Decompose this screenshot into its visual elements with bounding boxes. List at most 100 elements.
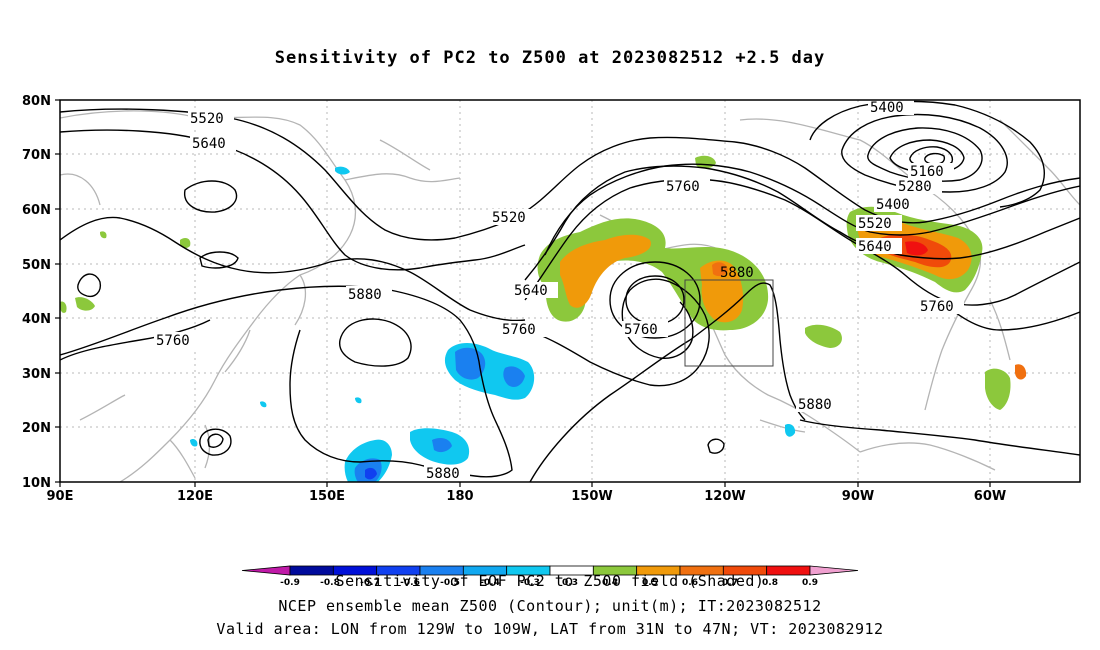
contour-label: 5760 — [622, 321, 668, 338]
caption-valid-area: Valid area: LON from 129W to 109W, LAT f… — [216, 620, 884, 638]
contour-5160-low — [867, 127, 983, 182]
colorbar-label: 0.9 — [802, 578, 818, 588]
contour-5760-loop-asia — [199, 251, 239, 269]
lat-label: 10N — [22, 476, 51, 491]
map-frame-border — [59, 99, 1081, 483]
contour-5760-east — [939, 299, 1080, 331]
svg-text:5520: 5520 — [858, 216, 892, 232]
contour-core-low — [924, 152, 946, 165]
colorbar-label: -0.8 — [320, 578, 340, 588]
sensitivity-shading — [60, 155, 1027, 482]
svg-text:5520: 5520 — [492, 210, 526, 226]
contour-label: 5160 — [908, 163, 954, 180]
caption-shaded: Sensitivity of EOF PC2 to Z500 field (Sh… — [335, 572, 765, 590]
contour-5640-west — [60, 129, 526, 271]
svg-text:5640: 5640 — [192, 136, 226, 152]
colorbar-swatch — [809, 565, 859, 576]
lon-label: 120W — [704, 489, 745, 504]
colorbar: -0.9 -0.8 -0.7 -0.6 -0.5 -0.4 -0.3 0.3 0.4 0.5 0.6… — [241, 565, 859, 588]
svg-text:5760: 5760 — [624, 322, 658, 338]
green-patch-6 — [60, 301, 67, 313]
svg-text:5640: 5640 — [858, 239, 892, 255]
contour-loop-typhoon-1 — [199, 428, 232, 456]
lat-label: 60N — [22, 203, 51, 218]
svg-text:5880: 5880 — [798, 397, 832, 413]
green-patch-4 — [180, 238, 191, 249]
svg-text:5880: 5880 — [426, 466, 460, 482]
svg-text:5160: 5160 — [910, 164, 944, 180]
contour-label: 5760 — [154, 332, 200, 349]
map-title: Sensitivity of PC2 to Z500 at 2023082512… — [274, 48, 826, 68]
lat-labels: 80N 70N 60N 50N 40N 30N 20N 10N — [22, 94, 51, 491]
svg-text:5760: 5760 — [156, 333, 190, 349]
positive-sensitivity-darkred-east — [905, 241, 928, 256]
svg-text:5880: 5880 — [720, 265, 754, 281]
contour-label: 5400 — [868, 100, 914, 116]
contour-label: 5880 — [720, 265, 754, 281]
positive-sensitivity-orange — [560, 234, 744, 323]
colorbar-label: 0.3 — [562, 578, 578, 588]
contour-label: 5880 — [796, 396, 842, 413]
colorbar-label: 0.7 — [722, 578, 738, 588]
contour-label: 5280 — [896, 178, 942, 195]
lat-label: 70N — [22, 148, 51, 163]
lon-label: 90E — [47, 489, 74, 504]
colorbar-label: -0.6 — [400, 578, 420, 588]
svg-text:5760: 5760 — [502, 322, 536, 338]
contour-label: 5640 — [190, 135, 236, 152]
lat-label: 30N — [22, 367, 51, 382]
contour-loop-small-2 — [707, 438, 725, 454]
contour-label: 5640 — [512, 282, 558, 299]
svg-text:5640: 5640 — [514, 283, 548, 299]
green-patch-2 — [985, 368, 1011, 410]
contour-5880-loop-west — [338, 318, 412, 367]
contour-5400-top — [809, 100, 1046, 208]
contour-label: 5400 — [874, 196, 920, 213]
lat-label: 40N — [22, 312, 51, 327]
axis-ticks — [55, 99, 991, 487]
contour-labels: 5520 5640 5400 5160 5280 5400 5520 5640 … — [154, 100, 964, 482]
lon-label: 90W — [842, 489, 874, 504]
map-plot-area: 5520 5640 5400 5160 5280 5400 5520 5640 … — [22, 94, 1081, 504]
contour-5880-main — [60, 285, 513, 478]
lightblue-speck-4 — [190, 438, 198, 447]
positive-sensitivity-redorange — [712, 262, 728, 277]
lightblue-speck-3 — [260, 401, 267, 408]
contour-5760-central — [524, 278, 710, 387]
contour-label: 5880 — [424, 465, 470, 482]
green-patch-1 — [805, 324, 842, 348]
contour-label: 5760 — [918, 298, 964, 315]
contour-5880-east — [529, 282, 806, 482]
svg-text:5760: 5760 — [666, 179, 700, 195]
contour-5760-west — [60, 216, 526, 322]
lightblue-speck-5 — [355, 397, 362, 404]
contour-5640-loop-asia — [184, 180, 238, 213]
colorbar-label: -0.7 — [360, 578, 380, 588]
negative-sensitivity-blue-1 — [455, 347, 525, 387]
contour-label: 5760 — [664, 178, 710, 195]
contour-5760-southwest — [60, 319, 211, 361]
valid-area-box — [684, 279, 774, 367]
lightblue-speck-2 — [785, 423, 796, 437]
orange-patch-2 — [1015, 364, 1027, 380]
svg-text:5400: 5400 — [876, 197, 910, 213]
contour-label: 5520 — [188, 110, 234, 127]
lat-label: 20N — [22, 421, 51, 436]
contour-label: 5880 — [346, 286, 392, 303]
colorbar-label: -0.3 — [520, 578, 540, 588]
green-patch-7 — [100, 231, 107, 239]
colorbar-label: -0.9 — [280, 578, 300, 588]
contour-5760-ring — [609, 261, 701, 339]
contour-loop-small-1 — [77, 273, 102, 298]
colorbar-label: 0.6 — [682, 578, 698, 588]
svg-text:5760: 5760 — [920, 299, 954, 315]
lon-label: 150E — [309, 489, 345, 504]
lon-label: 120E — [177, 489, 213, 504]
contour-loop-typhoon-2 — [207, 433, 224, 448]
caption-contour: NCEP ensemble mean Z500 (Contour); unit(… — [278, 597, 822, 615]
green-patch-3 — [75, 297, 95, 311]
lat-label: 80N — [22, 94, 51, 109]
svg-text:5520: 5520 — [190, 111, 224, 127]
svg-text:5880: 5880 — [348, 287, 382, 303]
